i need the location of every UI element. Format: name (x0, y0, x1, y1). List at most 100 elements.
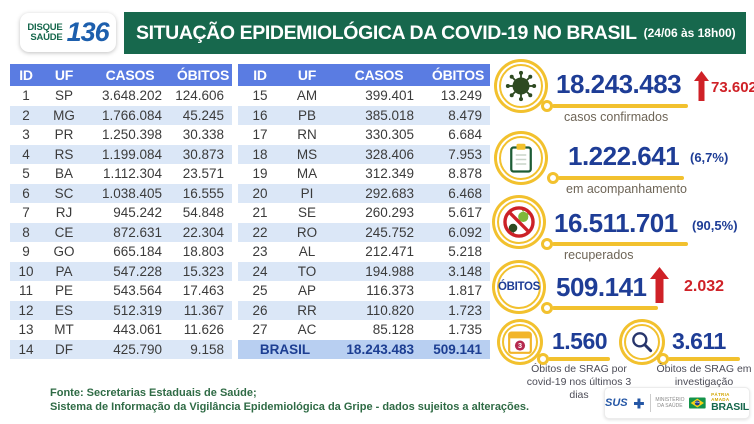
table-cell: MT (54, 322, 74, 337)
table-cell: 3.648.202 (101, 88, 162, 103)
obitos-circle: ÓBITOS (497, 265, 541, 309)
column-header: ÓBITOS (426, 64, 490, 86)
table-cell: PB (297, 107, 316, 123)
recovered-value: 16.511.701 (554, 208, 678, 238)
table-cell: 11.626 (183, 322, 224, 337)
table-cell: 1 (22, 88, 30, 103)
table-cell: PE (54, 283, 73, 298)
table-cell: AP (297, 283, 316, 298)
recovered-label: recuperados (564, 248, 634, 262)
table-cell: AM (296, 88, 318, 103)
deaths-value: 509.141 (556, 272, 647, 302)
table-cell: TO (297, 263, 317, 279)
column-header: ID (10, 64, 42, 86)
table-cell: SC (54, 185, 74, 201)
table-cell: 1.199.084 (101, 146, 162, 162)
logo-line1: DISQUE (27, 22, 63, 33)
table-cell: 26 (252, 302, 268, 318)
underline (541, 302, 658, 314)
table-cell: 328.406 (365, 146, 414, 162)
table-cell: 15.323 (182, 263, 224, 279)
table-cell: GO (53, 244, 75, 259)
table-cell: MS (296, 146, 318, 162)
table-cell: 194.988 (365, 263, 414, 279)
obitos-circle-text: ÓBITOS (497, 281, 541, 293)
magnifier-glyph (632, 332, 653, 353)
table-cell: 45.245 (182, 107, 224, 123)
underline (541, 238, 688, 250)
table-cell: AC (297, 322, 317, 337)
srag-recent-value: 1.560 (552, 328, 608, 354)
table-row: 24 TO 194.988 3.148 (238, 261, 490, 281)
column-header: CASOS (86, 64, 174, 86)
table-cell: RR (297, 302, 317, 318)
underline (541, 100, 688, 112)
table-cell: 1.112.304 (102, 166, 162, 181)
table-cell: 14 (18, 341, 34, 357)
table-cell: 19 (252, 166, 268, 181)
table-cell: 443.061 (113, 322, 162, 337)
table-cell: 21 (252, 205, 268, 220)
page-title: SITUAÇÃO EPIDEMIOLÓGICA DA COVID-19 NO B… (136, 21, 637, 44)
table-cell: 425.790 (113, 341, 162, 357)
table-row: 20 PI 292.683 6.468 (238, 183, 490, 203)
table-cell: 8.878 (448, 166, 482, 181)
motto-top: PÁTRIA AMADA (711, 392, 730, 402)
table-cell: 245.752 (365, 224, 414, 240)
logo-text: DISQUE SAÚDE (27, 23, 62, 42)
table-row: 18 MS 328.406 7.953 (238, 144, 490, 164)
table-cell: 85.128 (372, 322, 414, 337)
table-cell: 30.873 (182, 146, 224, 162)
virus-glyph (505, 70, 537, 102)
table-cell: 17 (252, 127, 268, 142)
no-virus-glyph (503, 206, 535, 238)
table-cell: 13 (18, 322, 34, 337)
clipboard-icon (499, 136, 543, 180)
table-header-row: ID UF CASOS ÓBITOS (238, 64, 490, 86)
table-cell: 1.250.398 (101, 127, 162, 142)
total-deaths: 509.141 (426, 339, 490, 359)
table-cell: 547.228 (113, 263, 162, 279)
table-cell: MG (53, 107, 75, 123)
table-cell: 10 (18, 263, 34, 279)
table-cell: 7.953 (448, 146, 482, 162)
government-logos: SUS MINISTÉRIO DA SAÚDE PÁTRIA AMADA BRA… (604, 387, 750, 419)
srag-recent-label: Óbitos de SRAG por covid-19 nos últimos … (526, 363, 632, 401)
table-cell: 20 (252, 185, 268, 201)
motto-bottom: BRASIL (711, 401, 750, 414)
table-cell: 15 (252, 88, 268, 103)
table-row: 23 AL 212.471 5.218 (238, 242, 490, 262)
table-cell: 24 (252, 263, 268, 279)
table-row: 26 RR 110.820 1.723 (238, 300, 490, 320)
table-row: 13 MT 443.061 11.626 (10, 320, 232, 340)
table-cell: 330.305 (365, 127, 414, 142)
table-cell: 3 (22, 127, 30, 142)
table-cell: 12 (18, 302, 34, 318)
table-row: 19 MA 312.349 8.878 (238, 164, 490, 184)
table-row: 17 RN 330.305 6.684 (238, 125, 490, 145)
table-cell: 3.148 (448, 263, 482, 279)
table-cell: 6.468 (448, 185, 482, 201)
table-cell: 23 (252, 244, 268, 259)
deaths-delta: 2.032 (684, 278, 725, 295)
confirmed-delta: 73.602 (711, 79, 754, 96)
table-row: 8 CE 872.631 22.304 (10, 222, 232, 242)
underline (537, 353, 610, 365)
table-cell: 1.038.405 (101, 185, 162, 201)
table-cell: 872.631 (113, 224, 162, 240)
table-cell: 6 (22, 185, 30, 201)
table-cell: 212.471 (365, 244, 414, 259)
table-cell: 312.349 (365, 166, 414, 181)
table-row: 2 MG 1.766.084 45.245 (10, 105, 232, 125)
table-cell: PA (55, 263, 73, 279)
table-cell: DF (55, 341, 73, 357)
table-row: 7 RJ 945.242 54.848 (10, 203, 232, 223)
table-row: 22 RO 245.752 6.092 (238, 222, 490, 242)
column-header: UF (42, 64, 86, 86)
table-header-row: ID UF CASOS ÓBITOS (10, 64, 232, 86)
table-cell: AL (298, 244, 316, 259)
logo-line2: SAÚDE (30, 31, 63, 43)
table-cell: 6.684 (448, 127, 482, 142)
table-cell: 16.555 (182, 185, 224, 201)
table-row: 14 DF 425.790 9.158 (10, 339, 232, 359)
